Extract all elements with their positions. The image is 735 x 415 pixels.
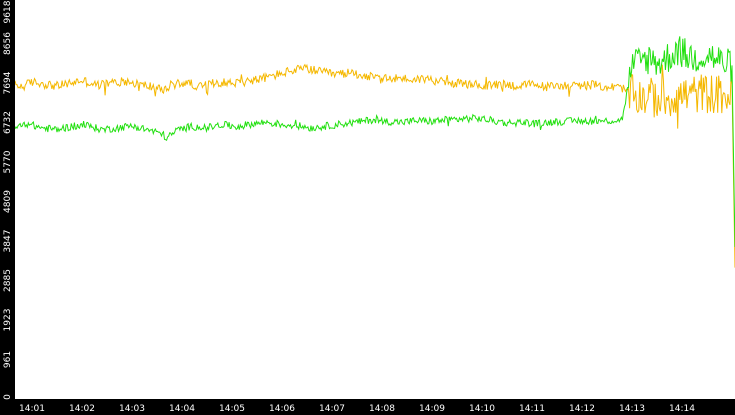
y-tick-label: 5770: [3, 150, 13, 173]
y-tick-label: 0: [3, 394, 13, 400]
x-tick-label: 14:03: [119, 404, 145, 414]
x-tick-label: 14:01: [19, 404, 45, 414]
x-tick-label: 14:13: [619, 404, 645, 414]
y-tick-label: 1923: [3, 309, 13, 332]
x-tick-label: 14:14: [669, 404, 695, 414]
x-tick-label: 14:09: [419, 404, 445, 414]
y-axis-bar: [0, 0, 15, 415]
y-tick-label: 6732: [3, 111, 13, 134]
x-tick-label: 14:12: [569, 404, 595, 414]
series-line-1: [14, 63, 735, 268]
y-tick-label: 7694: [3, 71, 13, 94]
y-tick-label: 961: [3, 351, 13, 368]
x-tick-label: 14:07: [319, 404, 345, 414]
x-tick-label: 14:08: [369, 404, 395, 414]
y-tick-label: 4809: [3, 190, 13, 213]
plot-area: [15, 0, 735, 399]
x-tick-label: 14:11: [519, 404, 545, 414]
x-axis-ticks: 14:01 14:02 14:03 14:04 14:05 14:06 14:07 14:08…: [19, 404, 695, 414]
y-tick-label: 3847: [3, 230, 13, 253]
y-tick-label: 2885: [3, 269, 13, 292]
x-tick-label: 14:10: [469, 404, 495, 414]
series-line-2: [14, 36, 735, 248]
x-tick-label: 14:04: [169, 404, 195, 414]
x-axis-bar: [0, 399, 735, 415]
x-tick-label: 14:05: [219, 404, 245, 414]
x-tick-label: 14:06: [269, 404, 295, 414]
y-tick-label: 9618: [3, 0, 13, 23]
y-axis-ticks: 0 961 1923 2885 3847 4809 5770 6732 7694 8656 9618: [3, 0, 13, 400]
series-layer: [14, 36, 735, 268]
y-tick-label: 8656: [3, 32, 13, 55]
x-tick-label: 14:02: [69, 404, 95, 414]
